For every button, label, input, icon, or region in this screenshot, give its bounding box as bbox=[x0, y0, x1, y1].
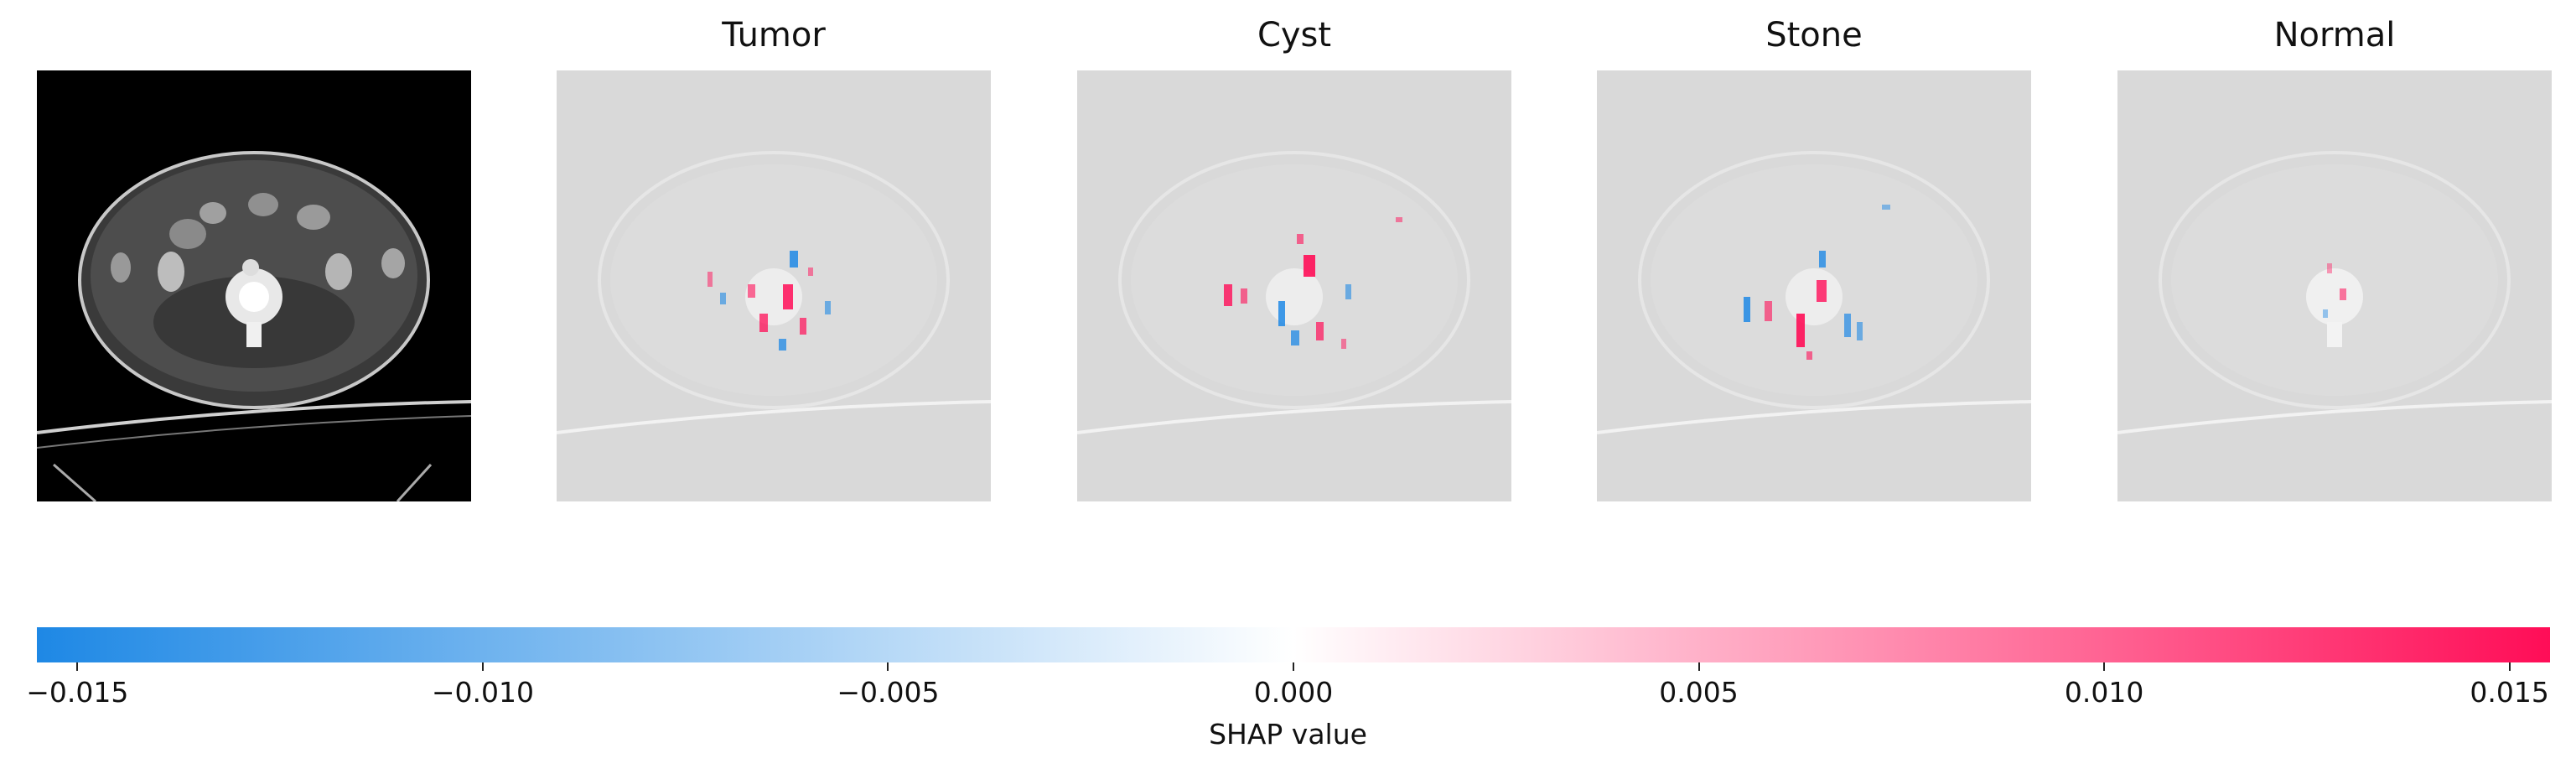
shap-marks-cyst bbox=[1224, 217, 1402, 349]
shap-panel-tumor bbox=[557, 70, 991, 501]
colorbar-tick-label: 0.015 bbox=[2470, 676, 2549, 709]
colorbar bbox=[37, 627, 2550, 662]
shap-panel-normal bbox=[2117, 70, 2552, 501]
colorbar-tick-label: 0.000 bbox=[1253, 676, 1334, 709]
shap-panel-stone bbox=[1597, 70, 2031, 501]
colorbar-tick-label: −0.010 bbox=[431, 676, 534, 709]
colorbar-label: SHAP value bbox=[1209, 718, 1367, 751]
panel-title-cyst: Cyst bbox=[1257, 16, 1332, 55]
colorbar-tick-mark bbox=[76, 662, 79, 671]
colorbar-tick-label: −0.005 bbox=[837, 676, 940, 709]
colorbar-tick-mark bbox=[1293, 662, 1294, 671]
colorbar-tick-label: −0.015 bbox=[26, 676, 129, 709]
shap-marks-stone bbox=[1744, 205, 1890, 360]
panel-title-tumor: Tumor bbox=[722, 16, 826, 55]
panel-title-normal: Normal bbox=[2273, 16, 2396, 55]
colorbar-tick-label: 0.010 bbox=[2064, 676, 2144, 709]
colorbar-tick-mark bbox=[2103, 662, 2106, 671]
colorbar-tick-mark bbox=[2508, 662, 2511, 671]
shap-marks-normal bbox=[2323, 263, 2346, 318]
panel-title-stone: Stone bbox=[1765, 16, 1863, 55]
shap-panel-cyst bbox=[1077, 70, 1511, 501]
colorbar-tick-mark bbox=[887, 662, 889, 671]
shap-marks-tumor bbox=[707, 251, 831, 351]
ct-input-image bbox=[37, 70, 471, 501]
colorbar-tick-mark bbox=[481, 662, 484, 671]
colorbar-tick-mark bbox=[1697, 662, 1700, 671]
colorbar-tick-label: 0.005 bbox=[1659, 676, 1739, 709]
